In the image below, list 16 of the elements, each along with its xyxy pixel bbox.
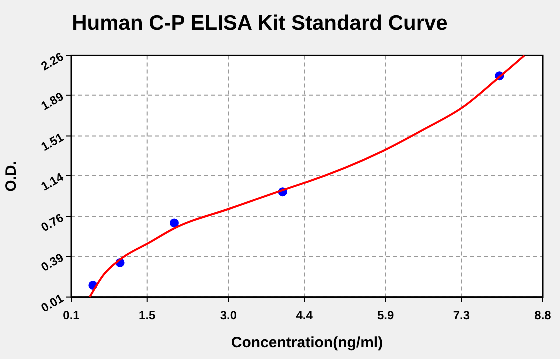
y-tick-label: 1.89 bbox=[38, 89, 66, 114]
y-tick-label: 2.26 bbox=[38, 50, 66, 74]
x-tick-label: 8.8 bbox=[534, 308, 552, 322]
x-tick-label: 0.1 bbox=[63, 308, 80, 322]
chart-title: Human C-P ELISA Kit Standard Curve bbox=[72, 12, 448, 35]
y-tick-label: 1.51 bbox=[38, 130, 66, 154]
y-tick-label: 1.14 bbox=[38, 170, 66, 194]
x-tick-label: 1.5 bbox=[139, 308, 156, 322]
y-tick-label: 0.76 bbox=[38, 210, 66, 235]
x-tick-label: 4.4 bbox=[296, 308, 314, 322]
x-tick-label: 7.3 bbox=[453, 308, 470, 322]
y-tick-label: 0.39 bbox=[38, 250, 66, 274]
x-tick-label: 3.0 bbox=[220, 308, 238, 322]
y-axis-title: O.D. bbox=[3, 161, 20, 192]
x-tick-label: 5.9 bbox=[377, 308, 394, 322]
x-axis-title: Concentration(ng/ml) bbox=[231, 334, 384, 352]
